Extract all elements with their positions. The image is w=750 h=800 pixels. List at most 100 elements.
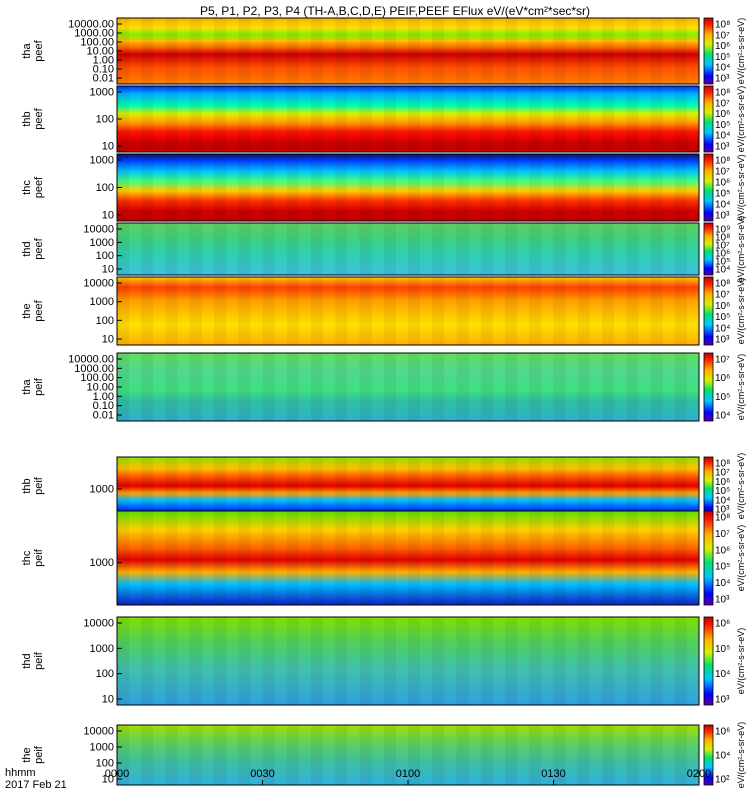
heatmap-stripe bbox=[626, 353, 639, 421]
heatmap-stripe bbox=[650, 154, 663, 221]
heatmap-stripe bbox=[238, 86, 251, 152]
heatmap-stripe bbox=[359, 617, 372, 705]
heatmap-stripe bbox=[432, 277, 445, 345]
heatmap-stripe bbox=[456, 617, 469, 705]
y-axis-label: the bbox=[21, 747, 33, 762]
heatmap-stripe bbox=[286, 86, 299, 152]
heatmap-stripe bbox=[359, 18, 372, 84]
y-axis-label: thd bbox=[21, 653, 33, 668]
heatmap-stripe bbox=[311, 511, 324, 605]
heatmap-stripe bbox=[577, 617, 590, 705]
heatmap-stripe bbox=[408, 457, 421, 515]
heatmap-stripe bbox=[432, 353, 445, 421]
heatmap-stripe bbox=[214, 86, 227, 152]
heatmap-stripe bbox=[505, 277, 518, 345]
colorbar-label: eV/(cm²-s-sr-eV) bbox=[736, 154, 746, 221]
x-tick-label: 0030 bbox=[250, 768, 274, 780]
heatmap-stripe bbox=[141, 617, 154, 705]
heatmap-stripe bbox=[432, 154, 445, 221]
heatmap-tha-peef bbox=[117, 18, 699, 84]
heatmap-stripe bbox=[214, 18, 227, 84]
colorbar-label: eV/(cm²-s-sr-eV) bbox=[736, 628, 746, 695]
y-tick-label: 10 bbox=[102, 141, 114, 153]
y-tick-label: 1000 bbox=[90, 296, 114, 308]
heatmap-stripe bbox=[383, 277, 396, 345]
heatmap-stripe bbox=[602, 86, 615, 152]
heatmap-stripe bbox=[674, 223, 687, 275]
heatmap-stripe bbox=[383, 511, 396, 605]
heatmap-stripe bbox=[577, 277, 590, 345]
heatmap-stripe bbox=[480, 353, 493, 421]
heatmap-stripe bbox=[262, 617, 275, 705]
heatmap-stripe bbox=[650, 18, 663, 84]
x-tick-label: 0000 bbox=[105, 768, 129, 780]
heatmap-stripe bbox=[674, 277, 687, 345]
heatmap-stripe bbox=[456, 725, 469, 785]
colorbar-tick-label: 10⁸ bbox=[715, 513, 730, 524]
colorbar-tick-label: 10³ bbox=[715, 595, 730, 606]
colorbar-tick-label: 10⁵ bbox=[715, 486, 730, 497]
heatmap-stripe bbox=[286, 617, 299, 705]
x-tick-label: 0200 bbox=[687, 768, 711, 780]
heatmap-stripe bbox=[553, 725, 566, 785]
heatmap-stripe bbox=[456, 154, 469, 221]
heatmap-stripe bbox=[311, 725, 324, 785]
y-axis-label: peif bbox=[33, 548, 45, 567]
panel-frame bbox=[116, 616, 700, 706]
colorbar-tick-label: 10⁶ bbox=[715, 301, 730, 312]
heatmap-stripe bbox=[214, 725, 227, 785]
heatmap-stripe bbox=[602, 277, 615, 345]
colorbar-tick-label: 10⁶ bbox=[715, 545, 730, 556]
heatmap-stripe bbox=[674, 617, 687, 705]
y-tick-label: 10 bbox=[102, 210, 114, 222]
heatmap-stripe bbox=[602, 457, 615, 515]
heatmap-stripe bbox=[456, 86, 469, 152]
heatmap-stripe bbox=[262, 223, 275, 275]
heatmap-stripe bbox=[335, 154, 348, 221]
colorbar-tick-label: 10⁴ bbox=[715, 63, 730, 74]
heatmap-thd-peif bbox=[117, 617, 699, 705]
heatmap-stripe bbox=[529, 457, 542, 515]
heatmap-stripe bbox=[432, 223, 445, 275]
colorbar-label: eV/(cm²-s-sr-eV) bbox=[736, 86, 746, 153]
y-tick-label: 0.01 bbox=[93, 410, 114, 422]
heatmap-stripe bbox=[141, 511, 154, 605]
heatmap-stripe bbox=[189, 725, 202, 785]
heatmap-stripe bbox=[408, 617, 421, 705]
heatmap-stripe bbox=[189, 457, 202, 515]
heatmap-stripe bbox=[480, 86, 493, 152]
colorbar-tick-label: 10⁷ bbox=[715, 167, 730, 178]
heatmap-stripe bbox=[480, 154, 493, 221]
heatmap-stripe bbox=[529, 154, 542, 221]
heatmap-stripe bbox=[141, 725, 154, 785]
heatmap-stripe bbox=[505, 223, 518, 275]
heatmap-stripe bbox=[529, 353, 542, 421]
colorbar-label: eV/(cm²-s-sr-eV) bbox=[736, 354, 746, 421]
heatmap-stripe bbox=[408, 86, 421, 152]
heatmap-stripe bbox=[432, 86, 445, 152]
heatmap-stripe bbox=[577, 223, 590, 275]
heatmap-stripe bbox=[335, 86, 348, 152]
heatmap-stripe bbox=[238, 277, 251, 345]
colorbar-tick-label: 10⁴ bbox=[715, 411, 730, 422]
heatmap-stripe bbox=[505, 725, 518, 785]
heatmap-stripe bbox=[286, 511, 299, 605]
colorbar-tick-label: 10⁵ bbox=[715, 392, 730, 403]
heatmap-stripe bbox=[359, 223, 372, 275]
heatmap-stripe bbox=[214, 511, 227, 605]
y-tick-label: 0.10 bbox=[93, 64, 114, 76]
y-axis-label: peif bbox=[33, 651, 45, 670]
heatmap-stripe bbox=[553, 277, 566, 345]
heatmap-stripe bbox=[626, 511, 639, 605]
heatmap-stripe bbox=[165, 223, 178, 275]
heatmap-stripe bbox=[359, 86, 372, 152]
heatmap-stripe bbox=[238, 511, 251, 605]
y-tick-label: 1.00 bbox=[93, 391, 114, 403]
heatmap-stripe bbox=[553, 511, 566, 605]
y-tick-label: 10000 bbox=[83, 278, 114, 290]
y-tick-label: 1000 bbox=[90, 643, 114, 655]
y-axis-label: tha bbox=[21, 42, 33, 58]
panel-thd-peif: 10000 1000 100 10 thd peif 10⁶ 10⁵ 10⁴ 10³ eV/(cm²… bbox=[21, 616, 746, 706]
heatmap-thb-peef bbox=[117, 86, 699, 152]
